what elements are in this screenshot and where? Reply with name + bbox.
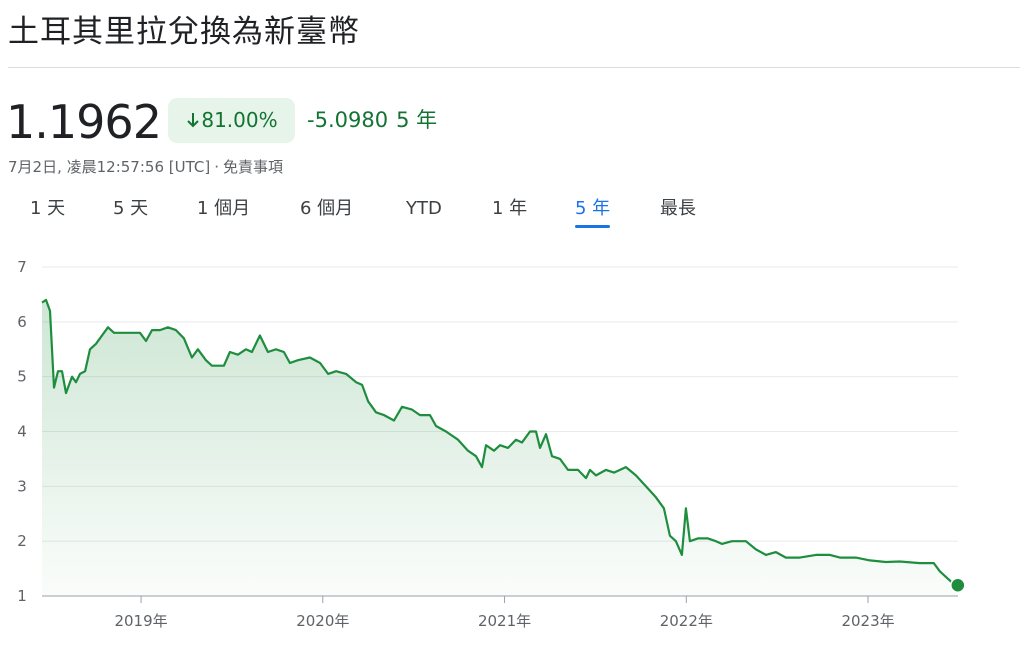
line [41,298,959,587]
x-tick-label: 2023年 [841,612,894,630]
range-tab[interactable]: 1 天 [30,198,66,219]
y-tick-label: 1 [17,587,27,605]
y-tick-label: 3 [17,477,27,495]
range-tab[interactable]: 最長 [660,198,696,219]
y-tick-label: 7 [17,258,27,276]
timestamp: 7月2日, 凌晨12:57:56 [UTC] [8,158,211,176]
last-point [950,577,966,593]
range-tabs: 1 天 5 天 1 個月 6 個月 YTD 1 年 5 年 最長 [0,194,1020,228]
change-badge: 81.00% [168,98,295,143]
page-title: 土耳其里拉兌換為新臺幣 [8,14,360,50]
y-tick-label: 5 [17,368,27,386]
y-tick-label: 2 [17,532,27,550]
divider [8,67,1020,68]
disclaimer[interactable]: 免責事項 [222,158,283,176]
timestamp-row: 7月2日, 凌晨12:57:56 [UTC] · 免責事項 [8,156,287,178]
area [42,299,958,596]
y-tick-label: 4 [17,423,27,441]
range-tab[interactable]: YTD [406,198,442,219]
x-tick-label: 2022年 [660,612,713,630]
y-tick-label: 6 [17,313,27,331]
change-percent: 81.00% [201,108,278,132]
range-tab[interactable]: 5 天 [113,198,149,219]
range-tab[interactable]: 6 個月 [300,198,354,219]
range-tab[interactable]: 5 年 [575,194,611,228]
x-tick-label: 2020年 [296,612,349,630]
x-tick-label: 2019年 [114,612,167,630]
range-tab[interactable]: 1 個月 [197,198,251,219]
change: -5.0980 5 年 [307,98,445,143]
down-arrow [187,113,200,128]
price: 1.1962 [6,95,162,149]
x-tick-label: 2021年 [478,612,531,630]
range-tab[interactable]: 1 年 [492,198,528,219]
separator: · [214,158,219,176]
change-value: -5.0980 [307,108,389,132]
change-period: 5 年 [396,108,438,132]
chart: 1 2 3 4 5 6 7 2019年 2020年 2021年 2022年 2023年 [17,258,966,630]
